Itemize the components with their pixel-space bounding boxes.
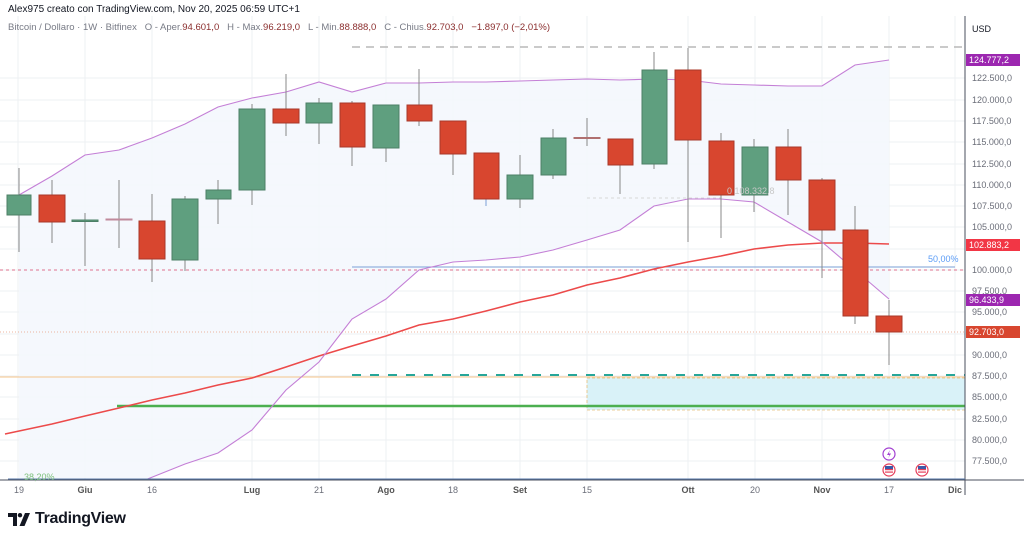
currency-label[interactable]: USD xyxy=(972,24,992,34)
price-tick: 95.000,0 xyxy=(972,307,1008,317)
price-tick: 77.500,0 xyxy=(972,456,1008,466)
price-tick: 80.000,0 xyxy=(972,435,1008,445)
bollinger-lower-price-tag: 96.433,9 xyxy=(966,294,1020,306)
bollinger-upper-price-tag: 124.777,2 xyxy=(966,54,1020,66)
time-label: 15 xyxy=(581,485,593,495)
price-tick: 105.000,0 xyxy=(972,222,1013,232)
last-price-tag: 92.703,0 xyxy=(966,326,1020,338)
ohlc-marker-label: 0 108.332,8 xyxy=(727,186,775,196)
bollinger-upper-line xyxy=(18,59,890,196)
price-tick: 115.000,0 xyxy=(972,137,1012,147)
price-tick: 87.500,0 xyxy=(972,371,1008,381)
ma-price-tag: 102.883,2 xyxy=(966,239,1020,251)
high-value: 96.219,0 xyxy=(263,22,301,33)
time-label: 17 xyxy=(883,485,895,495)
time-label: Ott xyxy=(681,485,695,495)
change-value: −1.897,0 (−2,01%) xyxy=(471,22,551,33)
time-label: Lug xyxy=(243,485,261,495)
open-value: 94.601,0 xyxy=(182,22,220,33)
time-label: 18 xyxy=(447,485,459,495)
us-flag-economic-event-icon-2[interactable] xyxy=(915,463,929,477)
price-tick: 97.500,0 xyxy=(972,286,1008,296)
time-label: 20 xyxy=(749,485,761,495)
us-flag-economic-event-icon[interactable] xyxy=(882,463,896,477)
open-label: O - Aper. xyxy=(144,22,183,33)
moving-average-line xyxy=(4,242,890,435)
price-tick: 117.500,0 xyxy=(972,116,1012,126)
time-label: Giu xyxy=(77,485,93,495)
tradingview-logo-text: TradingView xyxy=(35,510,126,527)
tradingview-logo-icon xyxy=(8,512,30,526)
low-value: 88.888,0 xyxy=(339,22,377,33)
fib-50-label: 50,00% xyxy=(928,254,959,264)
close-label: C - Chius. xyxy=(384,22,427,33)
price-tick: 112.500,0 xyxy=(972,159,1012,169)
symbol-legend: Bitcoin / Dollaro · 1W · Bitfinex O - Ap… xyxy=(8,22,550,33)
price-tick: 110.000,0 xyxy=(972,180,1012,190)
price-tick: 120.000,0 xyxy=(972,95,1013,105)
price-tick: 90.000,0 xyxy=(972,350,1008,360)
time-label: 19 xyxy=(13,485,25,495)
high-label: H - Max. xyxy=(227,22,264,33)
time-label: Dic xyxy=(947,485,963,495)
author-line: Alex975 creato con TradingView.com, Nov … xyxy=(8,4,300,15)
price-tick: 85.000,0 xyxy=(972,392,1008,402)
bollinger-lower-line xyxy=(144,198,890,481)
time-label: Set xyxy=(512,485,528,495)
low-label: L - Min. xyxy=(307,22,340,33)
price-tick: 122.500,0 xyxy=(972,73,1013,83)
event-lightning-icon[interactable] xyxy=(882,447,896,461)
symbol-name[interactable]: Bitcoin / Dollaro · 1W · Bitfinex xyxy=(8,22,137,33)
price-tick: 82.500,0 xyxy=(972,414,1008,424)
candlesticks[interactable] xyxy=(6,48,903,365)
close-value: 92.703,0 xyxy=(426,22,464,33)
time-label: Nov xyxy=(813,485,831,495)
demand-zone[interactable] xyxy=(586,377,966,411)
price-tick: 107.500,0 xyxy=(972,201,1013,211)
fib-382-label: 38,20% xyxy=(24,472,55,482)
time-label: 21 xyxy=(313,485,325,495)
bollinger-band-fill xyxy=(19,60,889,478)
time-label: 16 xyxy=(146,485,158,495)
tradingview-logo[interactable]: TradingView xyxy=(8,510,126,528)
time-label: Ago xyxy=(377,485,395,495)
price-tick: 100.000,0 xyxy=(972,265,1013,275)
